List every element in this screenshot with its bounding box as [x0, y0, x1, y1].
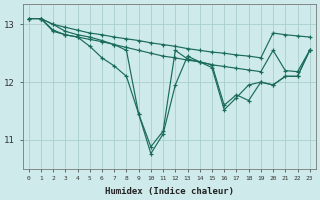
X-axis label: Humidex (Indice chaleur): Humidex (Indice chaleur) — [105, 187, 234, 196]
